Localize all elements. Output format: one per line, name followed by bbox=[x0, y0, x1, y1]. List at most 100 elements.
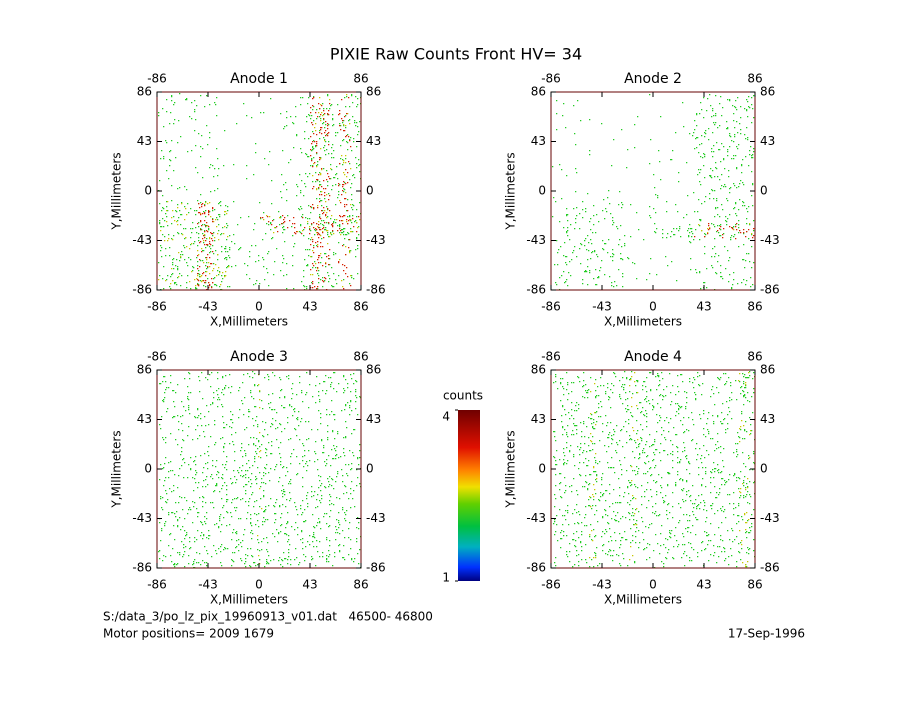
y2-tick-label: 86 bbox=[366, 363, 381, 377]
y2-tick-label: 43 bbox=[760, 412, 775, 426]
y2-tick-label: 0 bbox=[366, 462, 374, 476]
motor-info: Motor positions= 2009 1679 bbox=[103, 627, 274, 641]
x-tick-label: -43 bbox=[198, 300, 218, 314]
top-label: -86 bbox=[147, 72, 167, 86]
chart-title: PIXIE Raw Counts Front HV= 34 bbox=[330, 45, 582, 64]
colorbar-tick-label: 4 bbox=[442, 410, 450, 424]
colorbar bbox=[458, 410, 480, 581]
y2-tick-label: 0 bbox=[366, 184, 374, 198]
top-label: 86 bbox=[747, 72, 762, 86]
y-axis-label: Y,Millimeters bbox=[504, 152, 518, 230]
x-tick-label: 43 bbox=[302, 578, 317, 592]
top-label: 86 bbox=[353, 72, 368, 86]
x-tick-label: 43 bbox=[302, 300, 317, 314]
plot-frame bbox=[550, 91, 756, 291]
y2-tick-label: -86 bbox=[366, 561, 386, 575]
x-axis-label: X,Millimeters bbox=[604, 315, 682, 329]
y2-tick-label: 43 bbox=[760, 134, 775, 148]
x-tick-label: -43 bbox=[592, 578, 612, 592]
y-axis-label: Y,Millimeters bbox=[504, 430, 518, 508]
y2-tick-label: 0 bbox=[760, 184, 768, 198]
y2-tick-label: -43 bbox=[366, 233, 386, 247]
y-tick-label: 86 bbox=[531, 363, 546, 377]
count-texture bbox=[158, 93, 362, 291]
x-tick-label: -86 bbox=[541, 578, 561, 592]
count-texture bbox=[197, 97, 360, 291]
top-label: -86 bbox=[147, 350, 167, 364]
colorbar-label: counts bbox=[443, 389, 483, 403]
x-tick-label: 86 bbox=[353, 578, 368, 592]
y2-tick-label: 0 bbox=[760, 462, 768, 476]
y2-tick-label: 86 bbox=[760, 363, 775, 377]
x-tick-label: 0 bbox=[255, 578, 263, 592]
y-tick-label: 0 bbox=[144, 462, 152, 476]
x-tick-label: -86 bbox=[541, 300, 561, 314]
y-tick-label: 86 bbox=[137, 85, 152, 99]
y-tick-label: 43 bbox=[531, 134, 546, 148]
count-texture bbox=[553, 371, 756, 569]
count-texture bbox=[694, 223, 755, 240]
x-axis-label: X,Millimeters bbox=[210, 593, 288, 607]
y-tick-label: -86 bbox=[526, 283, 546, 297]
y-tick-label: 86 bbox=[137, 363, 152, 377]
panel-title: Anode 1 bbox=[230, 71, 288, 87]
y-tick-label: 0 bbox=[538, 462, 546, 476]
panel: Anode 1-86 86-86 -43 0 43 86-86 -86-43 -430 043 4… bbox=[110, 71, 386, 329]
count-texture bbox=[257, 374, 263, 565]
y-tick-label: 43 bbox=[137, 412, 152, 426]
y-tick-label: -43 bbox=[132, 511, 152, 525]
x-tick-label: 0 bbox=[649, 578, 657, 592]
x-tick-label: -86 bbox=[147, 300, 167, 314]
y2-tick-label: -43 bbox=[760, 233, 780, 247]
x-tick-label: 0 bbox=[255, 300, 263, 314]
y-tick-label: -86 bbox=[526, 561, 546, 575]
y-tick-label: -86 bbox=[132, 283, 152, 297]
panel-title: Anode 4 bbox=[624, 349, 682, 365]
count-texture bbox=[552, 94, 755, 291]
y2-tick-label: -86 bbox=[366, 283, 386, 297]
y2-tick-label: 43 bbox=[366, 134, 381, 148]
y-tick-label: 0 bbox=[538, 184, 546, 198]
y-axis-label: Y,Millimeters bbox=[110, 152, 124, 230]
x-tick-label: -43 bbox=[198, 578, 218, 592]
count-texture bbox=[158, 371, 362, 569]
x-axis-label: X,Millimeters bbox=[210, 315, 288, 329]
y-tick-label: -43 bbox=[526, 511, 546, 525]
x-tick-label: -43 bbox=[592, 300, 612, 314]
y-tick-label: 43 bbox=[531, 412, 546, 426]
y-tick-label: 86 bbox=[531, 85, 546, 99]
x-tick-label: 86 bbox=[353, 300, 368, 314]
x-tick-label: 43 bbox=[696, 578, 711, 592]
y2-tick-label: 43 bbox=[366, 412, 381, 426]
y-axis-label: Y,Millimeters bbox=[110, 430, 124, 508]
x-tick-label: 0 bbox=[649, 300, 657, 314]
top-label: 86 bbox=[353, 350, 368, 364]
x-axis-label: X,Millimeters bbox=[604, 593, 682, 607]
panel-title: Anode 3 bbox=[230, 349, 288, 365]
y2-tick-label: -43 bbox=[366, 511, 386, 525]
panel: Anode 4-86 86-86 -43 0 43 86-86 -86-43 -430 043 4… bbox=[504, 349, 780, 607]
x-tick-label: 43 bbox=[696, 300, 711, 314]
x-tick-label: 86 bbox=[747, 578, 762, 592]
y2-tick-label: 86 bbox=[760, 85, 775, 99]
y2-tick-label: -86 bbox=[760, 283, 780, 297]
x-tick-label: -86 bbox=[147, 578, 167, 592]
y-tick-label: -43 bbox=[132, 233, 152, 247]
date: 17-Sep-1996 bbox=[728, 627, 805, 641]
top-label: 86 bbox=[747, 350, 762, 364]
y-tick-label: -86 bbox=[132, 561, 152, 575]
file-info: S:/data_3/po_lz_pix_19960913_v01.dat 465… bbox=[103, 610, 433, 624]
y2-tick-label: -43 bbox=[760, 511, 780, 525]
y2-tick-label: 86 bbox=[366, 85, 381, 99]
panel: Anode 3-86 86-86 -43 0 43 86-86 -86-43 -430 043 4… bbox=[110, 349, 386, 607]
colorbar-tick-label: 1 bbox=[442, 571, 450, 585]
y2-tick-label: -86 bbox=[760, 561, 780, 575]
top-label: -86 bbox=[541, 350, 561, 364]
panel-title: Anode 2 bbox=[624, 71, 682, 87]
panel: Anode 2-86 86-86 -43 0 43 86-86 -86-43 -430 043 4… bbox=[504, 71, 780, 329]
y-tick-label: -43 bbox=[526, 233, 546, 247]
top-label: -86 bbox=[541, 72, 561, 86]
x-tick-label: 86 bbox=[747, 300, 762, 314]
y-tick-label: 0 bbox=[144, 184, 152, 198]
